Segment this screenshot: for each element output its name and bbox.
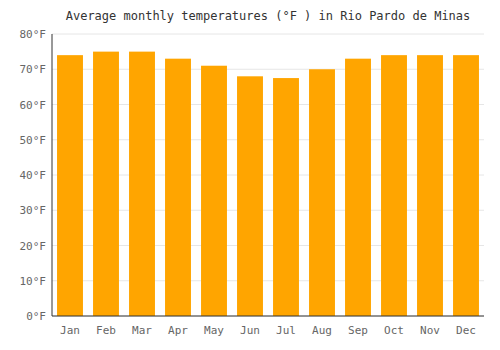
bar xyxy=(345,59,371,316)
y-tick-label: 70°F xyxy=(20,63,47,76)
x-tick-label: Jan xyxy=(60,324,80,337)
x-tick-label: Mar xyxy=(132,324,152,337)
bar xyxy=(417,55,443,316)
grid-line xyxy=(52,34,484,35)
bar xyxy=(453,55,479,316)
grid-line xyxy=(52,316,484,317)
x-tick-label: May xyxy=(204,324,224,337)
y-tick-label: 0°F xyxy=(26,310,46,323)
bar xyxy=(273,78,299,316)
x-tick-label: Apr xyxy=(168,324,188,337)
y-tick-label: 40°F xyxy=(20,169,47,182)
y-tick-label: 30°F xyxy=(20,204,47,217)
title: Average monthly temperatures (°F ) in Ri… xyxy=(66,9,471,23)
bar xyxy=(237,76,263,316)
y-tick-label: 50°F xyxy=(20,134,47,147)
bar xyxy=(129,52,155,316)
chart: Average monthly temperatures (°F ) in Ri… xyxy=(0,0,500,350)
x-tick-label: Nov xyxy=(420,324,440,337)
y-axis-line xyxy=(52,34,53,316)
x-tick-label: Jun xyxy=(240,324,260,337)
y-tick-label: 10°F xyxy=(20,275,47,288)
x-tick-label: Aug xyxy=(312,324,332,337)
x-tick-label: Dec xyxy=(456,324,476,337)
grid xyxy=(52,34,484,316)
bar xyxy=(201,66,227,316)
bar xyxy=(381,55,407,316)
y-tick-label: 80°F xyxy=(20,28,47,41)
x-tick-label: Sep xyxy=(348,324,368,337)
bar xyxy=(57,55,83,316)
bars xyxy=(57,52,479,316)
bar xyxy=(93,52,119,316)
x-tick-label: Oct xyxy=(384,324,404,337)
bar xyxy=(309,69,335,316)
x-tick-label: Feb xyxy=(96,324,116,337)
x-tick-label: Jul xyxy=(276,324,296,337)
chart-container: Average monthly temperatures (°F ) in Ri… xyxy=(0,0,500,350)
y-tick-label: 60°F xyxy=(20,99,47,112)
x-axis-line xyxy=(52,316,484,317)
bar xyxy=(165,59,191,316)
y-tick-label: 20°F xyxy=(20,240,47,253)
